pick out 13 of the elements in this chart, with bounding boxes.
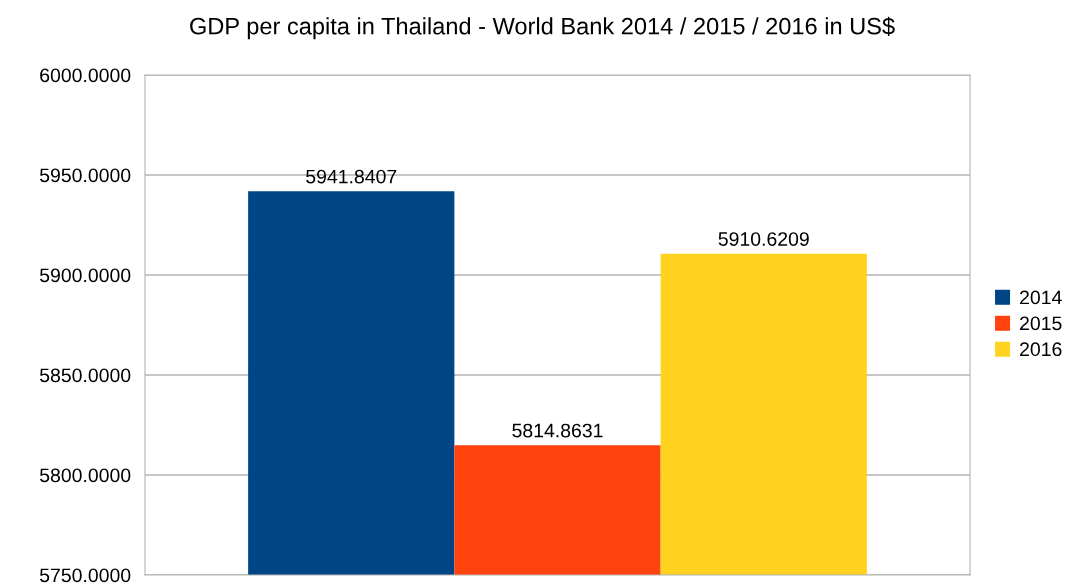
data-label: 5941.8407 (306, 169, 397, 184)
data-label: 5910.6209 (718, 232, 809, 246)
legend-label: 2015 (1020, 316, 1062, 331)
chart-title: GDP per capita in Thailand - World Bank 2014 / 2015 / 2016 in US$ (190, 16, 895, 40)
y-tick-label: 5800.0000 (39, 468, 131, 483)
y-tick-label: 5950.0000 (39, 168, 131, 183)
data-label: 5814.8631 (512, 423, 603, 438)
y-tick-label: 6000.0000 (40, 68, 131, 83)
y-tick-label: 5750.0000 (39, 568, 131, 583)
y-tick-label: 5850.0000 (39, 368, 131, 383)
legend-label: 2016 (1020, 342, 1062, 357)
legend-label: 2014 (1020, 290, 1062, 305)
y-tick-label: 5900.0000 (39, 268, 131, 283)
